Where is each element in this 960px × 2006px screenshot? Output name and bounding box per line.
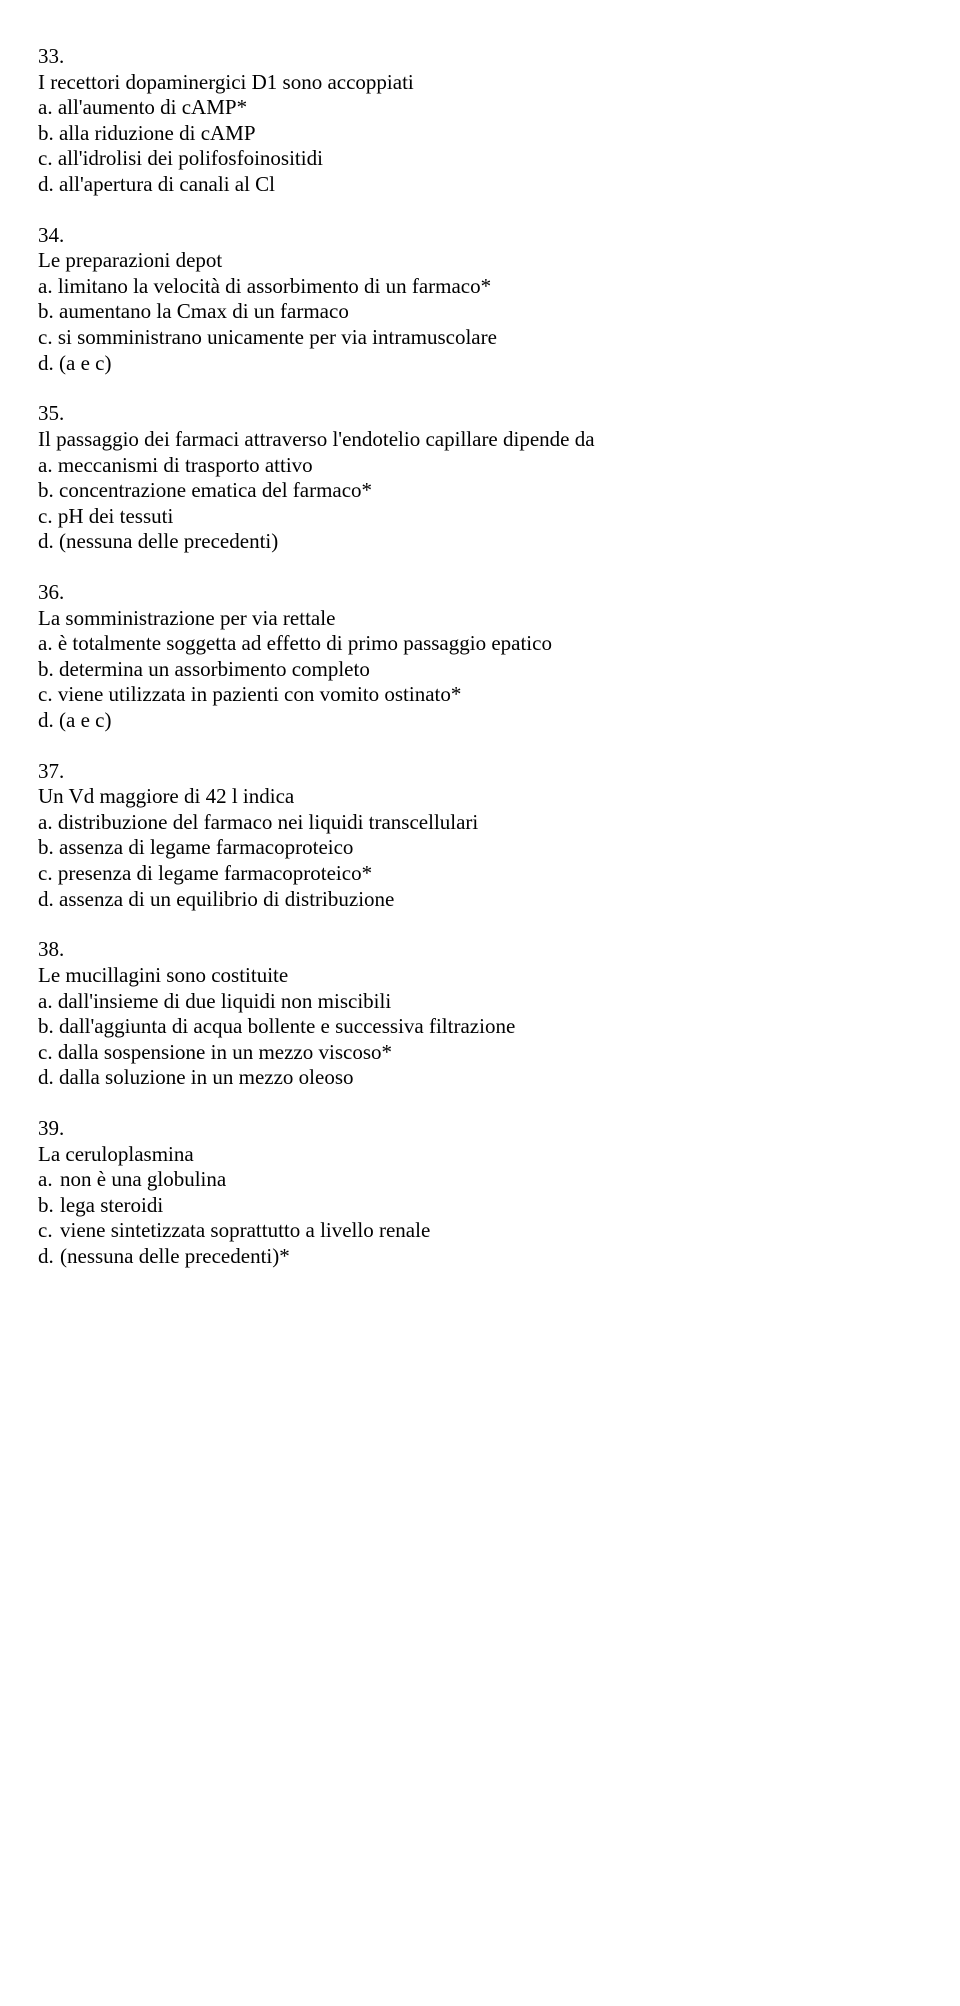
option-d: d. (a e c) [38,351,922,377]
option-d: d. (a e c) [38,708,922,734]
question-33: 33. I recettori dopaminergici D1 sono ac… [38,44,922,198]
question-stem: Un Vd maggiore di 42 l indica [38,784,922,810]
option-a: a. limitano la velocità di assorbimento … [38,274,922,300]
question-number: 37. [38,759,922,785]
option-d: d.(nessuna delle precedenti)* [38,1244,922,1270]
question-38: 38. Le mucillagini sono costituite a. da… [38,937,922,1091]
option-text: (nessuna delle precedenti)* [60,1244,290,1268]
option-b: b. assenza di legame farmacoproteico [38,835,922,861]
option-letter: a. [38,1167,60,1193]
question-number: 39. [38,1116,922,1142]
option-b: b.lega steroidi [38,1193,922,1219]
question-39: 39. La ceruloplasmina a.non è una globul… [38,1116,922,1270]
option-c: c. si somministrano unicamente per via i… [38,325,922,351]
option-a: a. meccanismi di trasporto attivo [38,453,922,479]
question-stem: Il passaggio dei farmaci attraverso l'en… [38,427,922,453]
option-d: d. assenza di un equilibrio di distribuz… [38,887,922,913]
question-number: 35. [38,401,922,427]
question-stem: I recettori dopaminergici D1 sono accopp… [38,70,922,96]
question-number: 34. [38,223,922,249]
option-b: b. concentrazione ematica del farmaco* [38,478,922,504]
option-c: c. pH dei tessuti [38,504,922,530]
option-a: a. è totalmente soggetta ad effetto di p… [38,631,922,657]
option-letter: d. [38,1244,60,1270]
option-d: d. (nessuna delle precedenti) [38,529,922,555]
question-34: 34. Le preparazioni depot a. limitano la… [38,223,922,377]
question-number: 36. [38,580,922,606]
question-stem: La ceruloplasmina [38,1142,922,1168]
question-stem: Le mucillagini sono costituite [38,963,922,989]
option-letter: c. [38,1218,60,1244]
question-stem: Le preparazioni depot [38,248,922,274]
option-letter: b. [38,1193,60,1219]
option-c: c. viene utilizzata in pazienti con vomi… [38,682,922,708]
question-37: 37. Un Vd maggiore di 42 l indica a. dis… [38,759,922,913]
question-36: 36. La somministrazione per via rettale … [38,580,922,734]
option-b: b. alla riduzione di cAMP [38,121,922,147]
question-stem: La somministrazione per via rettale [38,606,922,632]
option-c: c.viene sintetizzata soprattutto a livel… [38,1218,922,1244]
option-text: non è una globulina [60,1167,226,1191]
option-a: a. all'aumento di cAMP* [38,95,922,121]
option-b: b. dall'aggiunta di acqua bollente e suc… [38,1014,922,1040]
question-35: 35. Il passaggio dei farmaci attraverso … [38,401,922,555]
option-a: a. distribuzione del farmaco nei liquidi… [38,810,922,836]
option-c: c. presenza di legame farmacoproteico* [38,861,922,887]
option-b: b. determina un assorbimento completo [38,657,922,683]
option-a: a.non è una globulina [38,1167,922,1193]
option-c: c. all'idrolisi dei polifosfoinositidi [38,146,922,172]
option-c: c. dalla sospensione in un mezzo viscoso… [38,1040,922,1066]
option-a: a. dall'insieme di due liquidi non misci… [38,989,922,1015]
option-text: lega steroidi [60,1193,163,1217]
option-text: viene sintetizzata soprattutto a livello… [60,1218,430,1242]
option-d: d. dalla soluzione in un mezzo oleoso [38,1065,922,1091]
question-number: 38. [38,937,922,963]
question-number: 33. [38,44,922,70]
option-d: d. all'apertura di canali al Cl [38,172,922,198]
option-b: b. aumentano la Cmax di un farmaco [38,299,922,325]
